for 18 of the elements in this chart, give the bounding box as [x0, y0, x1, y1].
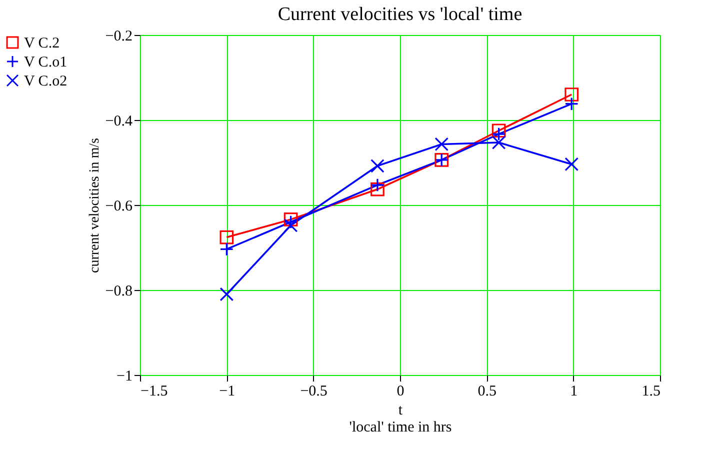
x-axis-title: t 'local' time in hrs — [349, 402, 452, 436]
y-axis-title: current velocities in m/s — [87, 138, 102, 273]
chart-title: Current velocities vs 'local' time — [278, 4, 522, 25]
y-tick-label: −0.6 — [105, 198, 133, 214]
y-tick-label: −0.4 — [105, 114, 133, 130]
x-tick-label: −0.5 — [300, 384, 328, 400]
x-tick-label: 1.5 — [642, 384, 660, 400]
x-tick-label: 1 — [570, 384, 578, 400]
legend-label: V C.2 — [24, 36, 60, 52]
x-tick-label: −1.5 — [140, 384, 168, 400]
x-tick-label: 0 — [396, 384, 404, 400]
y-tick-label: −0.8 — [105, 284, 132, 300]
x-tick-label: −1 — [219, 384, 236, 400]
x-tick-label: 0.5 — [478, 384, 497, 400]
legend-label: V C.o2 — [24, 74, 68, 90]
y-tick-label: −1 — [116, 368, 132, 384]
y-tick-label: −0.2 — [105, 28, 132, 44]
legend-label: V C.o1 — [24, 54, 68, 70]
